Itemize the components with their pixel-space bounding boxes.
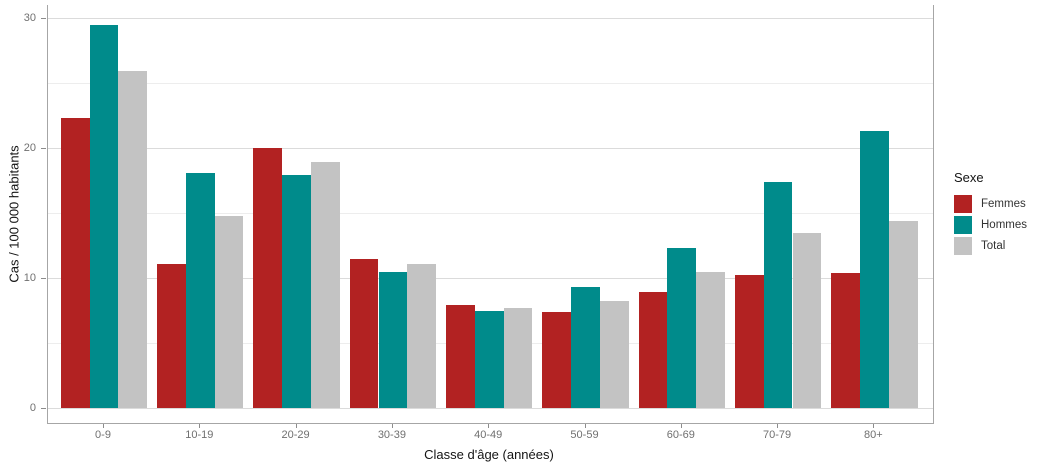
x-tick-0-9	[103, 424, 104, 428]
bar-total-40-49	[503, 307, 533, 408]
legend-swatch-hommes	[954, 216, 972, 234]
bar-femmes-70-79	[734, 275, 764, 408]
y-tick-30	[41, 18, 46, 19]
x-tick-label-70-79: 70-79	[763, 429, 792, 441]
legend-label-total: Total	[981, 240, 1006, 252]
gridline-major-20	[48, 148, 933, 149]
x-tick-20-29	[295, 424, 297, 428]
y-axis-title: Cas / 100 000 habitants	[6, 145, 22, 283]
bar-femmes-60-69	[638, 292, 668, 408]
bar-hommes-50-59	[571, 287, 600, 408]
legend-item-femmes: Femmes	[954, 195, 1027, 213]
bar-hommes-80+	[860, 131, 889, 408]
bar-femmes-30-39	[349, 258, 379, 408]
y-tick-label-30: 30	[23, 12, 36, 24]
y-tick-10	[41, 278, 46, 279]
bar-total-50-59	[599, 301, 629, 408]
bar-total-10-19	[214, 215, 244, 408]
x-axis-title: Classe d'âge (années)	[424, 447, 554, 462]
bar-hommes-10-19	[185, 172, 215, 408]
y-tick-label-10: 10	[23, 272, 36, 284]
x-tick-50-59	[584, 424, 586, 428]
gridline-major-10	[48, 278, 933, 279]
x-tick-60-69	[680, 424, 682, 428]
x-tick-label-0-9: 0-9	[95, 429, 111, 441]
bar-hommes-20-29	[282, 175, 311, 408]
legend-item-hommes: Hommes	[954, 216, 1027, 234]
bar-total-0-9	[118, 71, 148, 408]
plot-panel	[47, 5, 934, 424]
x-tick-label-10-19: 10-19	[185, 429, 214, 441]
x-tick-70-79	[777, 424, 779, 428]
bar-femmes-50-59	[542, 311, 572, 408]
legend-label-hommes: Hommes	[981, 219, 1028, 231]
x-tick-10-19	[199, 424, 201, 428]
bar-total-80+	[888, 220, 918, 408]
x-tick-label-30-39: 30-39	[377, 429, 406, 441]
bar-total-60-69	[696, 271, 725, 408]
legend: Sexe Femmes Hommes Total	[954, 170, 1027, 258]
y-tick-20	[41, 148, 46, 149]
legend-swatch-femmes	[954, 195, 972, 213]
y-tick-0	[41, 408, 46, 409]
bar-femmes-40-49	[446, 305, 475, 408]
gridline-minor-15	[48, 213, 933, 214]
bar-total-20-29	[311, 162, 340, 408]
y-tick-label-20: 20	[23, 142, 36, 154]
bar-hommes-60-69	[667, 248, 697, 408]
bar-hommes-70-79	[763, 181, 793, 408]
legend-swatch-total	[954, 237, 972, 255]
legend-title: Sexe	[954, 170, 984, 185]
legend-label-femmes: Femmes	[981, 198, 1026, 210]
x-tick-40-49	[488, 424, 490, 428]
bar-hommes-30-39	[378, 271, 408, 408]
x-tick-label-50-59: 50-59	[570, 429, 599, 441]
x-tick-label-80+: 80+	[864, 429, 883, 441]
x-tick-30-39	[391, 424, 393, 428]
x-tick-80+	[873, 424, 875, 428]
x-tick-label-60-69: 60-69	[666, 429, 695, 441]
bar-femmes-20-29	[253, 148, 283, 408]
bar-hommes-40-49	[474, 310, 504, 408]
bar-total-70-79	[792, 232, 822, 408]
bar-femmes-80+	[831, 272, 860, 408]
x-tick-label-20-29: 20-29	[281, 429, 310, 441]
legend-items: Femmes Hommes Total	[954, 195, 1027, 255]
gridline-major-0	[48, 408, 933, 409]
gridline-minor-25	[48, 83, 933, 84]
y-tick-label-0: 0	[29, 402, 36, 414]
bar-femmes-10-19	[157, 263, 186, 408]
bar-hommes-0-9	[89, 24, 119, 408]
bar-total-30-39	[407, 263, 437, 408]
bar-femmes-0-9	[60, 118, 90, 408]
x-tick-label-40-49: 40-49	[474, 429, 503, 441]
legend-item-total: Total	[954, 237, 1027, 255]
gridline-major-30	[48, 18, 933, 19]
